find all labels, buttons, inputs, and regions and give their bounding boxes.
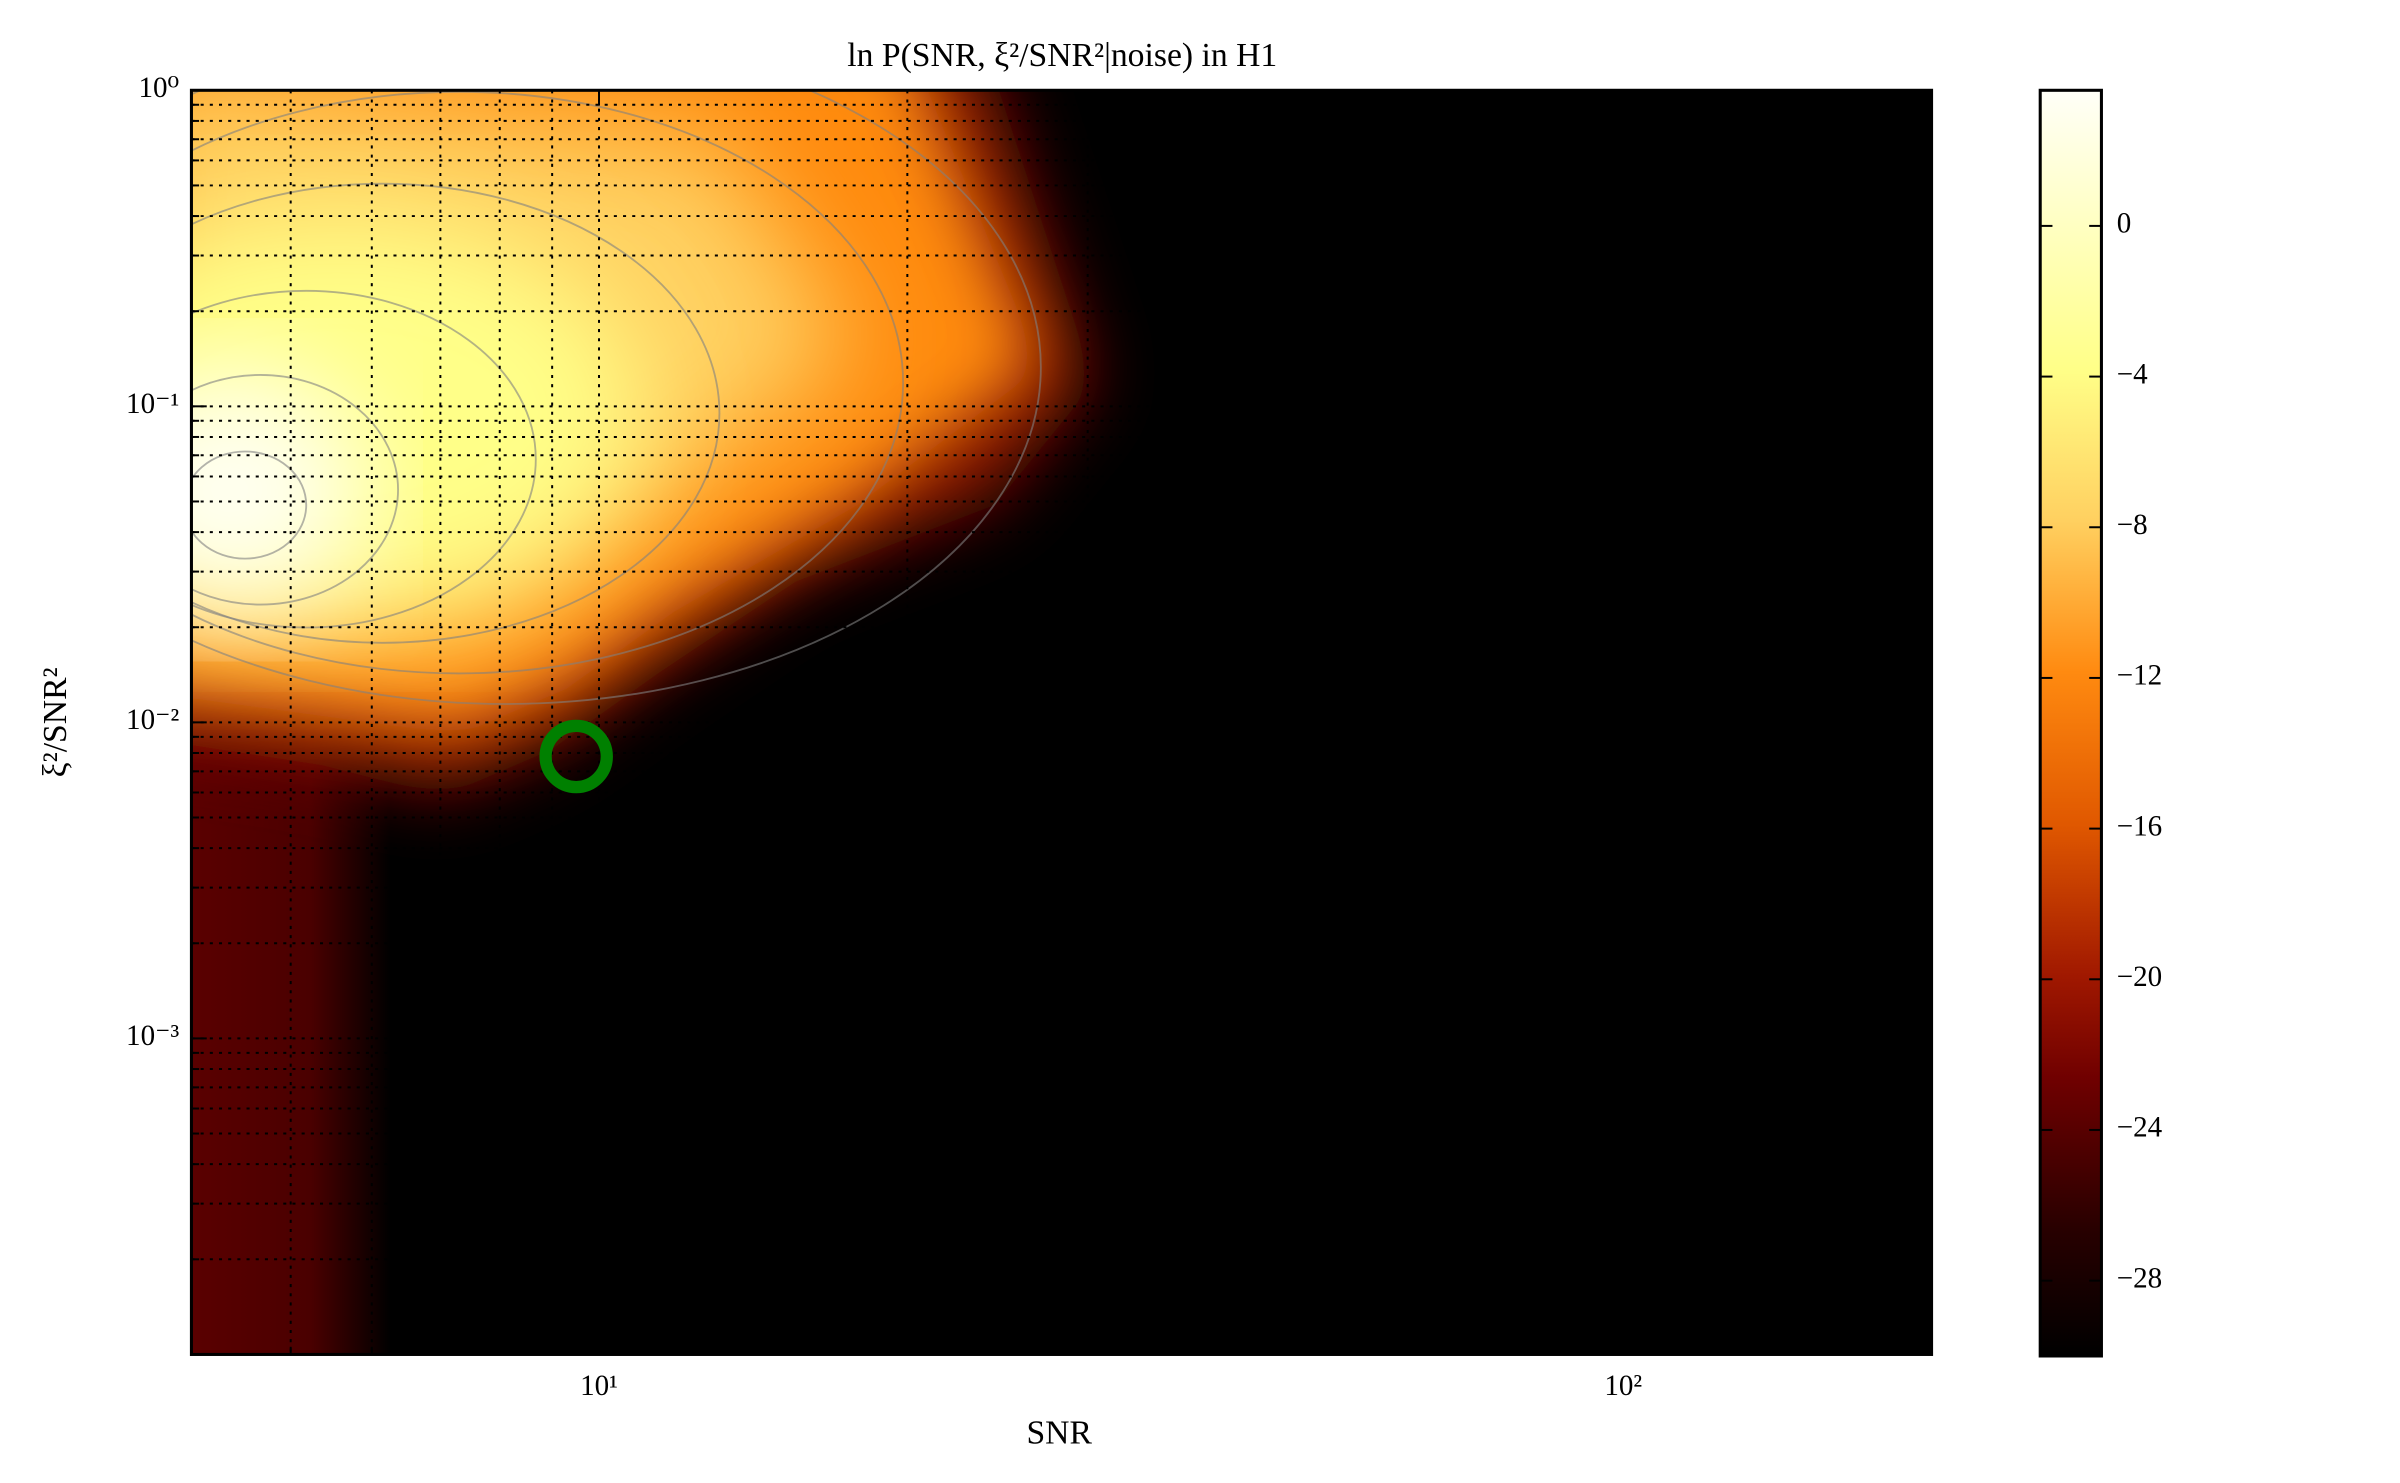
chart-title: ln P(SNR, ξ²/SNR²|noise) in H1 bbox=[847, 37, 1277, 74]
y-axis-label: ξ²/SNR² bbox=[37, 667, 74, 777]
x-tick-label: 10² bbox=[1604, 1370, 1642, 1402]
colorbar-tick-label: −20 bbox=[2117, 961, 2162, 993]
colorbar-tick-label: −16 bbox=[2117, 810, 2162, 842]
colorbar bbox=[2038, 88, 2103, 1358]
colorbar-tick-label: −28 bbox=[2117, 1262, 2162, 1294]
y-tick-label: 10⁻³ bbox=[126, 1020, 179, 1052]
x-tick-label: 10¹ bbox=[580, 1370, 618, 1402]
colorbar-tick-label: 0 bbox=[2117, 208, 2132, 240]
colorbar-tick-label: −4 bbox=[2117, 358, 2148, 390]
colorbar-tick-label: −12 bbox=[2117, 660, 2162, 692]
colorbar-tick-label: −24 bbox=[2117, 1112, 2163, 1144]
y-tick-label: 10⁰ bbox=[138, 72, 179, 104]
y-tick-label: 10⁻¹ bbox=[126, 388, 179, 420]
x-axis-label: SNR bbox=[1026, 1414, 1092, 1451]
heatmap bbox=[191, 90, 1932, 1355]
colorbar-tick-label: −8 bbox=[2117, 509, 2148, 541]
marker bbox=[539, 719, 613, 794]
y-tick-label: 10⁻² bbox=[126, 704, 179, 736]
